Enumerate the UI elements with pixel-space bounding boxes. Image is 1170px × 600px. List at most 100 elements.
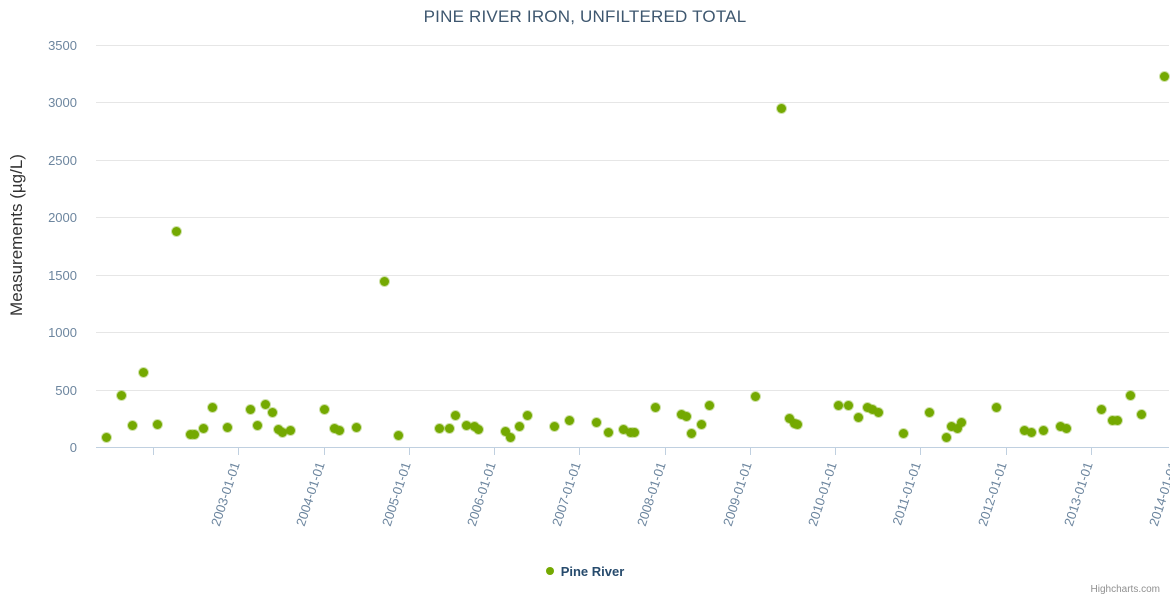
data-point[interactable] bbox=[1126, 390, 1136, 400]
x-tick-label: 2014-01-01 bbox=[1145, 460, 1170, 528]
data-point[interactable] bbox=[207, 403, 217, 413]
data-point[interactable] bbox=[153, 420, 163, 430]
x-tick-mark bbox=[579, 448, 581, 455]
y-gridline bbox=[96, 217, 1169, 219]
data-point[interactable] bbox=[925, 408, 935, 418]
data-point[interactable] bbox=[171, 227, 181, 237]
data-point[interactable] bbox=[473, 425, 483, 435]
data-point[interactable] bbox=[1056, 422, 1066, 432]
x-tick-mark bbox=[920, 448, 922, 455]
data-point[interactable] bbox=[785, 414, 795, 424]
data-point[interactable] bbox=[873, 408, 883, 418]
data-point[interactable] bbox=[853, 413, 863, 423]
data-point[interactable] bbox=[898, 429, 908, 439]
data-point[interactable] bbox=[445, 423, 455, 433]
x-tick-mark bbox=[664, 448, 666, 455]
data-point[interactable] bbox=[1019, 425, 1029, 435]
legend-item-pine-river[interactable]: Pine River bbox=[545, 563, 624, 579]
x-tick-mark bbox=[323, 448, 325, 455]
y-tick-label: 3500 bbox=[48, 38, 77, 53]
data-point[interactable] bbox=[677, 409, 687, 419]
x-tick-mark bbox=[494, 448, 496, 455]
x-tick-mark bbox=[238, 448, 240, 455]
chart-title: PINE RIVER IRON, UNFILTERED TOTAL bbox=[423, 7, 747, 26]
chart-legend: Pine River bbox=[0, 563, 1170, 579]
x-tick-mark bbox=[835, 448, 837, 455]
data-point[interactable] bbox=[565, 416, 575, 426]
data-point[interactable] bbox=[320, 404, 330, 414]
data-point[interactable] bbox=[393, 431, 403, 440]
data-point[interactable] bbox=[285, 426, 295, 436]
data-point[interactable] bbox=[273, 425, 283, 435]
data-point[interactable] bbox=[751, 391, 761, 401]
data-point[interactable] bbox=[1038, 426, 1048, 436]
x-tick-mark bbox=[750, 448, 752, 455]
data-point[interactable] bbox=[956, 417, 966, 427]
data-point[interactable] bbox=[604, 428, 614, 438]
data-point[interactable] bbox=[515, 421, 525, 431]
data-point[interactable] bbox=[863, 402, 873, 412]
data-point[interactable] bbox=[650, 403, 660, 413]
data-point[interactable] bbox=[199, 423, 209, 433]
data-point[interactable] bbox=[947, 421, 957, 431]
data-point[interactable] bbox=[953, 423, 963, 433]
data-point[interactable] bbox=[868, 405, 878, 415]
data-point[interactable] bbox=[1108, 415, 1118, 425]
data-point[interactable] bbox=[267, 408, 277, 418]
data-point[interactable] bbox=[260, 400, 270, 409]
highcharts-credit[interactable]: Highcharts.com bbox=[1090, 584, 1160, 595]
data-point[interactable] bbox=[686, 429, 696, 439]
data-point[interactable] bbox=[245, 404, 255, 414]
data-point[interactable] bbox=[696, 419, 706, 429]
data-point[interactable] bbox=[128, 420, 138, 430]
data-point[interactable] bbox=[505, 432, 515, 442]
data-point[interactable] bbox=[138, 367, 148, 377]
y-gridline bbox=[96, 389, 1169, 391]
data-point[interactable] bbox=[278, 427, 288, 437]
data-point[interactable] bbox=[776, 103, 786, 113]
data-point[interactable] bbox=[1136, 410, 1146, 420]
data-point[interactable] bbox=[523, 410, 533, 420]
data-point[interactable] bbox=[625, 428, 635, 438]
data-point[interactable] bbox=[1113, 415, 1123, 425]
y-gridline bbox=[96, 274, 1169, 276]
data-point[interactable] bbox=[843, 400, 853, 410]
data-point[interactable] bbox=[793, 420, 803, 430]
data-point[interactable] bbox=[991, 402, 1001, 412]
data-point[interactable] bbox=[1026, 427, 1036, 437]
data-point[interactable] bbox=[351, 422, 361, 432]
data-point[interactable] bbox=[335, 425, 345, 435]
data-point[interactable] bbox=[380, 277, 390, 287]
y-gridline bbox=[96, 332, 1169, 334]
data-point[interactable] bbox=[222, 422, 232, 432]
data-point[interactable] bbox=[833, 401, 843, 411]
data-point[interactable] bbox=[619, 425, 629, 435]
data-point[interactable] bbox=[592, 417, 602, 427]
data-point[interactable] bbox=[1062, 424, 1072, 434]
x-tick-mark bbox=[153, 448, 155, 455]
data-point[interactable] bbox=[434, 424, 444, 434]
x-tick-label: 2011-01-01 bbox=[889, 460, 925, 527]
data-point[interactable] bbox=[117, 390, 127, 400]
data-point[interactable] bbox=[329, 424, 339, 434]
x-tick-label: 2013-01-01 bbox=[1060, 460, 1096, 528]
data-point[interactable] bbox=[1159, 71, 1169, 81]
data-point[interactable] bbox=[189, 430, 199, 440]
x-axis-line bbox=[96, 447, 1169, 448]
data-point[interactable] bbox=[253, 421, 263, 431]
data-point[interactable] bbox=[549, 422, 559, 432]
data-point[interactable] bbox=[451, 410, 461, 420]
data-point[interactable] bbox=[501, 426, 511, 436]
data-point[interactable] bbox=[630, 428, 640, 438]
data-point[interactable] bbox=[462, 420, 472, 430]
x-tick-label: 2008-01-01 bbox=[634, 460, 670, 528]
data-point[interactable] bbox=[941, 432, 951, 442]
data-point[interactable] bbox=[102, 433, 111, 443]
data-point[interactable] bbox=[682, 412, 692, 422]
data-point[interactable] bbox=[704, 400, 714, 410]
x-tick-mark bbox=[1005, 448, 1007, 455]
data-point[interactable] bbox=[1097, 405, 1107, 415]
x-tick-label: 2004-01-01 bbox=[293, 460, 329, 528]
x-tick-label: 2012-01-01 bbox=[975, 460, 1011, 528]
